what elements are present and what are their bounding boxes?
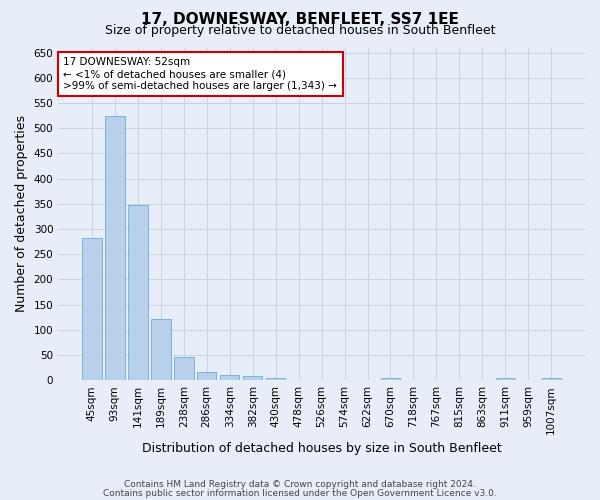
Bar xyxy=(151,319,170,380)
Bar xyxy=(174,356,194,380)
Bar xyxy=(220,376,239,380)
Text: Size of property relative to detached houses in South Benfleet: Size of property relative to detached ho… xyxy=(105,24,495,37)
Bar xyxy=(105,116,125,380)
Bar xyxy=(128,206,148,380)
Text: 17 DOWNESWAY: 52sqm
← <1% of detached houses are smaller (4)
>99% of semi-detach: 17 DOWNESWAY: 52sqm ← <1% of detached ho… xyxy=(64,58,337,90)
Y-axis label: Number of detached properties: Number of detached properties xyxy=(15,116,28,312)
Bar xyxy=(542,378,561,380)
Bar xyxy=(266,378,286,380)
Bar xyxy=(243,376,262,380)
Text: Contains HM Land Registry data © Crown copyright and database right 2024.: Contains HM Land Registry data © Crown c… xyxy=(124,480,476,489)
Bar xyxy=(197,372,217,380)
X-axis label: Distribution of detached houses by size in South Benfleet: Distribution of detached houses by size … xyxy=(142,442,502,455)
Bar xyxy=(381,378,400,380)
Bar xyxy=(496,378,515,380)
Text: Contains public sector information licensed under the Open Government Licence v3: Contains public sector information licen… xyxy=(103,488,497,498)
Text: 17, DOWNESWAY, BENFLEET, SS7 1EE: 17, DOWNESWAY, BENFLEET, SS7 1EE xyxy=(141,12,459,28)
Bar xyxy=(82,238,101,380)
